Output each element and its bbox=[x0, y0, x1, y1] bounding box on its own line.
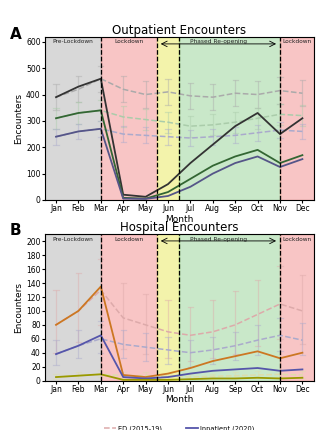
Text: B: B bbox=[10, 223, 21, 238]
Bar bbox=[179, 234, 280, 381]
Legend: ED (2015-19), ED (2020), Inpatient (2015-19), Inpatient (2020), ICU (2015-19), I: ED (2015-19), ED (2020), Inpatient (2015… bbox=[101, 423, 258, 430]
Text: A: A bbox=[10, 27, 22, 42]
Bar bbox=[280, 234, 314, 381]
X-axis label: Month: Month bbox=[165, 215, 193, 224]
Text: Phased Re-opening: Phased Re-opening bbox=[190, 237, 247, 242]
Bar bbox=[45, 37, 101, 200]
Bar bbox=[157, 234, 179, 381]
Text: Phased Re-opening: Phased Re-opening bbox=[190, 39, 247, 44]
Bar bbox=[101, 234, 157, 381]
Text: Lockdown: Lockdown bbox=[114, 237, 143, 242]
Bar bbox=[45, 234, 101, 381]
Title: Hospital Encounters: Hospital Encounters bbox=[120, 221, 238, 234]
Text: Pre-Lockdown: Pre-Lockdown bbox=[52, 39, 93, 44]
Text: Lockdown: Lockdown bbox=[114, 39, 143, 44]
Bar bbox=[101, 37, 157, 200]
Text: Lockdown: Lockdown bbox=[282, 39, 311, 44]
Text: Lockdown: Lockdown bbox=[282, 237, 311, 242]
X-axis label: Month: Month bbox=[165, 395, 193, 404]
Title: Outpatient Encounters: Outpatient Encounters bbox=[112, 24, 246, 37]
Bar bbox=[179, 37, 280, 200]
Bar bbox=[280, 37, 314, 200]
Bar bbox=[157, 37, 179, 200]
Text: Pre-Lockdown: Pre-Lockdown bbox=[52, 237, 93, 242]
Y-axis label: Encounters: Encounters bbox=[14, 93, 23, 144]
Legend: Well (2015-19), Well (2020), Sick (2015-19), Sick (2020), Specialty (2015-19), S: Well (2015-19), Well (2020), Sick (2015-… bbox=[103, 234, 255, 262]
Y-axis label: Encounters: Encounters bbox=[14, 282, 23, 333]
